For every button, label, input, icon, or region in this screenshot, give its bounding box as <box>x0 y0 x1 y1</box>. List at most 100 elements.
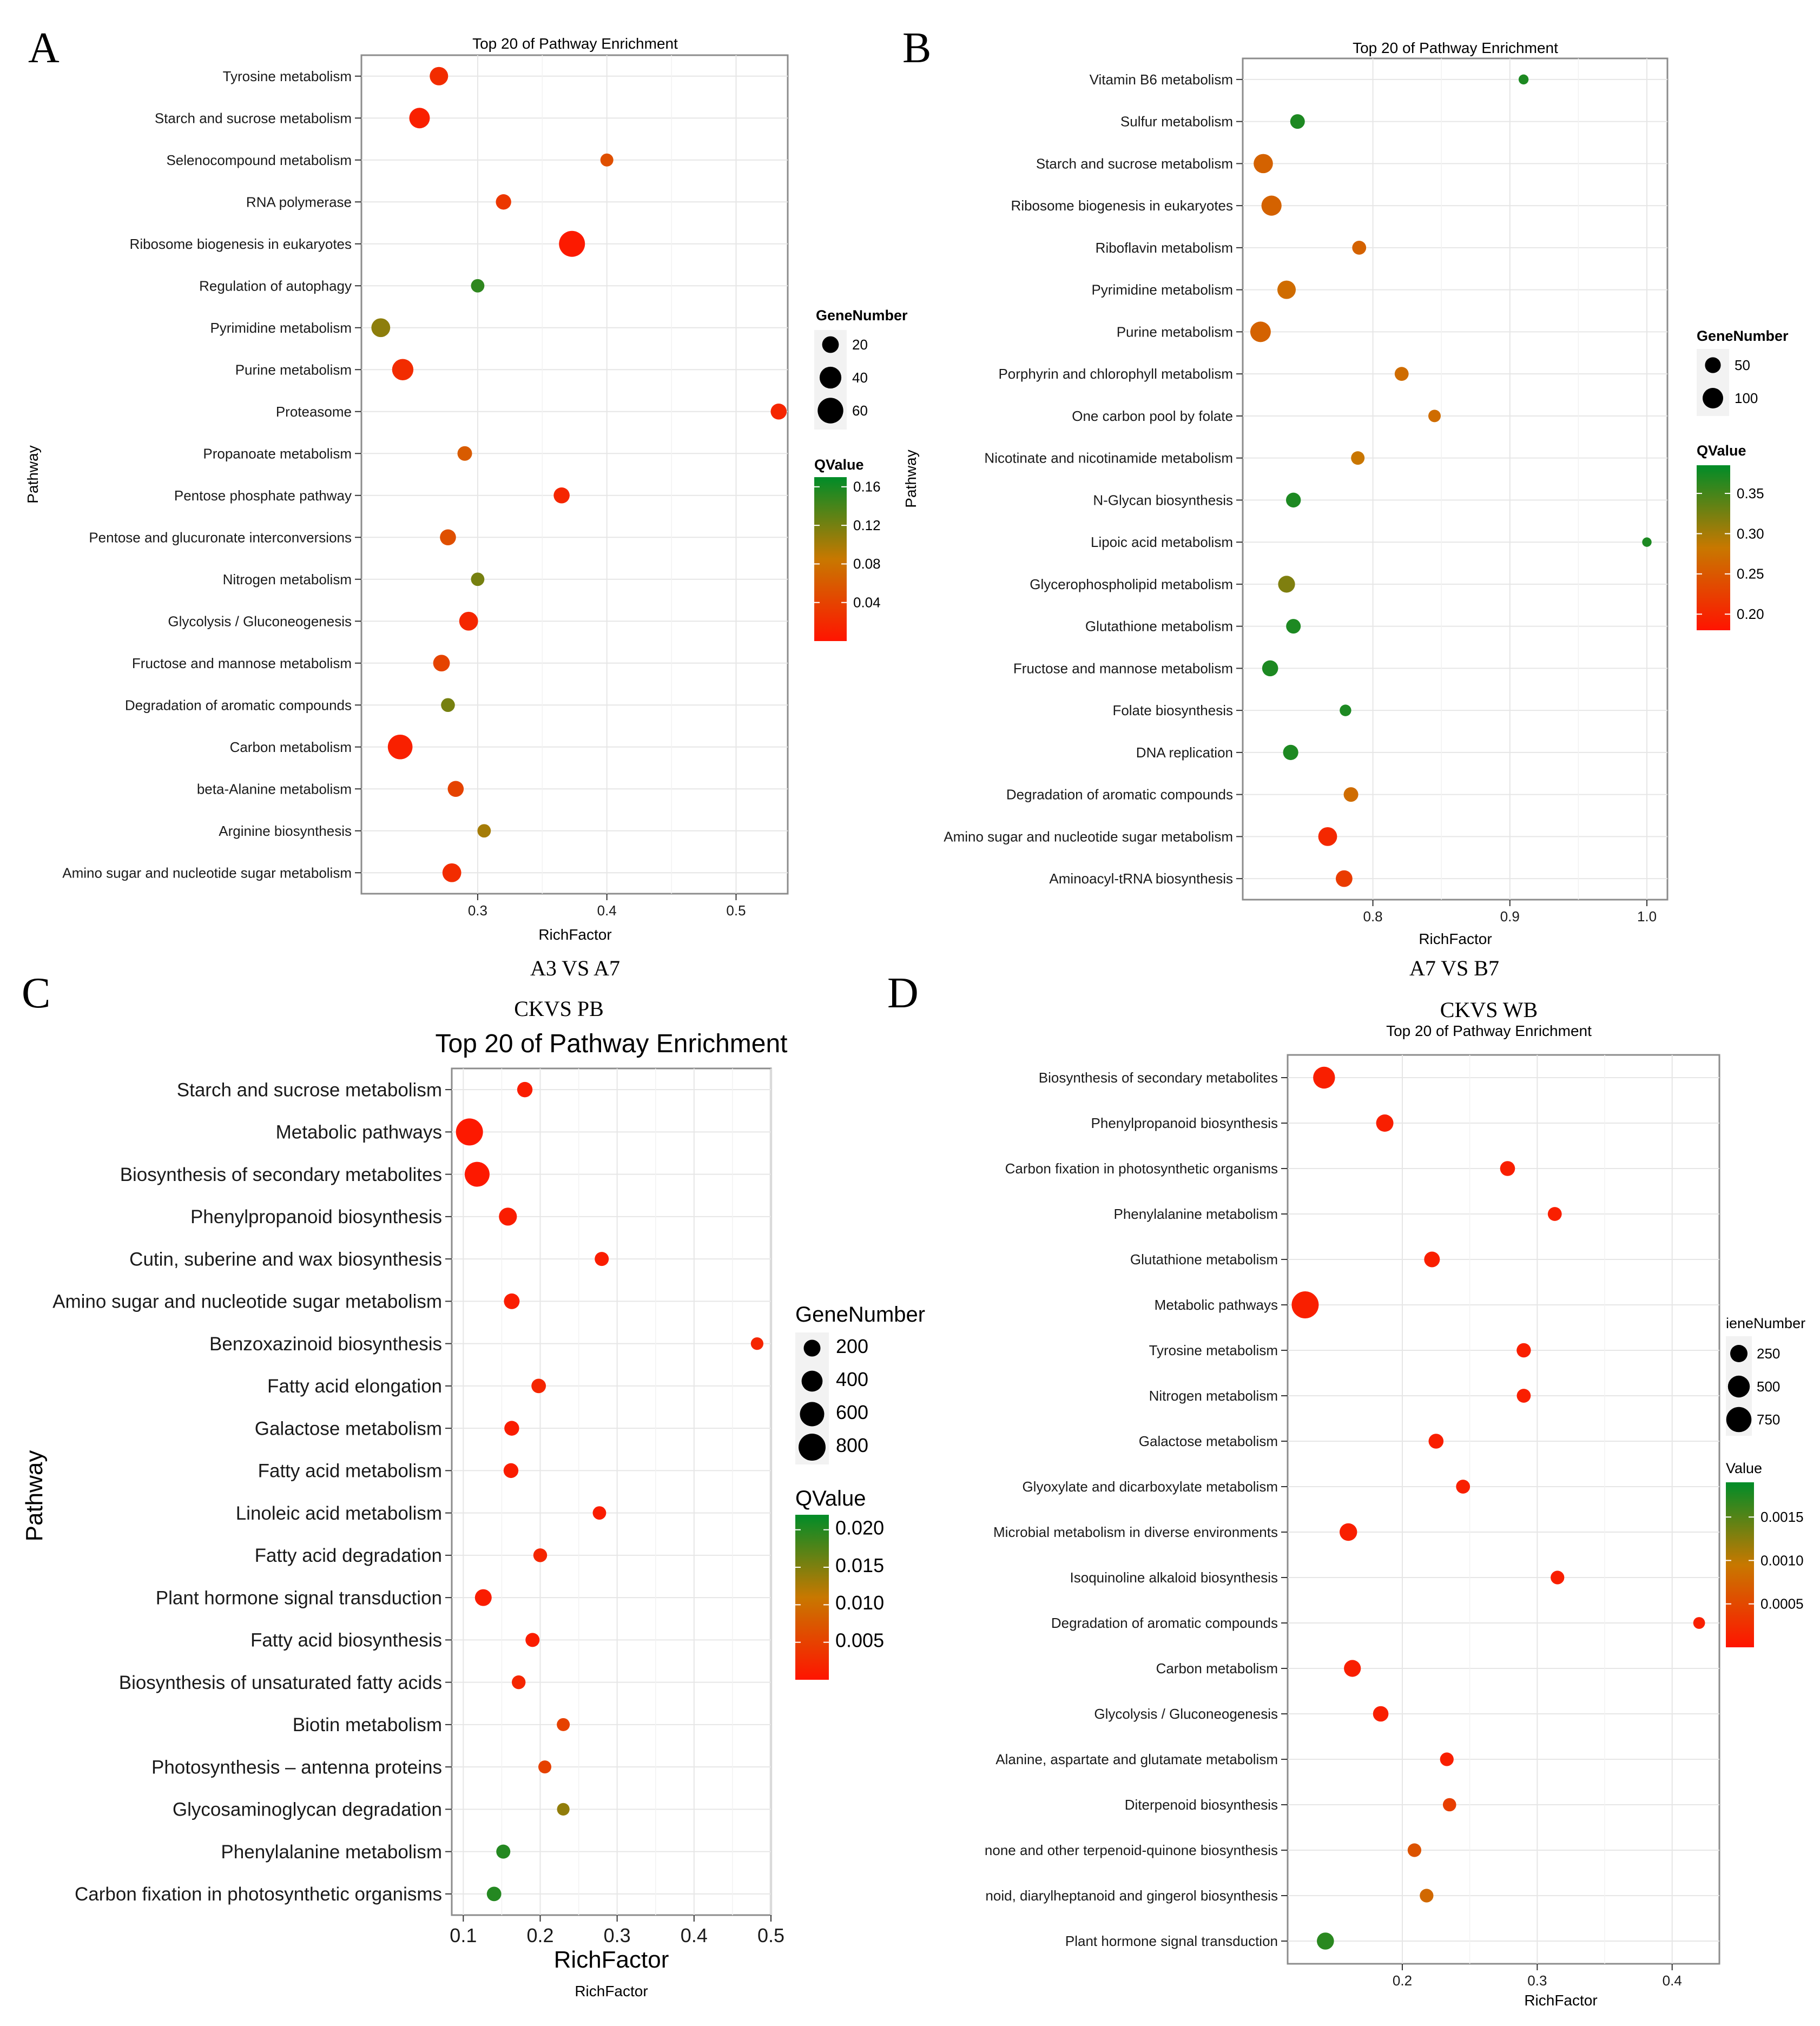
panel-caption: CKVS WB <box>1440 998 1538 1022</box>
y-tick-label: Biotin metabolism <box>293 1714 442 1735</box>
size-legend-label: 800 <box>836 1434 868 1456</box>
x-tick-label: 0.3 <box>1527 1972 1547 1989</box>
size-legend-label: 60 <box>852 402 868 419</box>
y-tick-label: Diterpenoid biosynthesis <box>1125 1797 1278 1813</box>
x-tick-labels: 0.1 0.2 0.3 0.4 0.5 <box>450 1915 784 1946</box>
y-tick-label: Plant hormone signal transduction <box>1065 1933 1278 1949</box>
y-tick-labels: Vitamin B6 metabolism Sulfur metabolism St… <box>944 71 1243 887</box>
data-point <box>496 194 511 210</box>
data-points <box>1291 1066 1705 1950</box>
size-legend-dot <box>822 336 839 353</box>
color-legend: QValue 0.020 0.015 0.010 0.005 <box>795 1487 884 1680</box>
y-tick-label: Glycolysis / Gluconeogenesis <box>1094 1706 1278 1722</box>
data-point <box>592 1506 606 1520</box>
data-point <box>1283 744 1298 760</box>
color-bar <box>1726 1482 1754 1647</box>
data-point <box>447 781 464 797</box>
panel-letter: A <box>28 24 60 72</box>
x-tick-label: 0.2 <box>1393 1972 1412 1989</box>
size-legend-label: 400 <box>836 1368 868 1390</box>
data-point <box>1317 1932 1334 1950</box>
y-tick-label: Tyrosine metabolism <box>1149 1342 1278 1358</box>
x-tick-label: 1.0 <box>1637 908 1657 925</box>
data-point <box>1351 451 1365 465</box>
size-legend-label: 750 <box>1757 1411 1780 1428</box>
data-point <box>1285 492 1301 508</box>
y-tick-label: Starch and sucrose metabolism <box>1036 155 1233 171</box>
size-legend-dot <box>1727 1375 1750 1398</box>
data-point <box>533 1548 548 1562</box>
color-legend-label: 0.020 <box>835 1517 884 1539</box>
size-legend-label: 600 <box>836 1401 868 1423</box>
y-tick-label: Aminoacyl-tRNA biosynthesis <box>1049 870 1233 887</box>
color-legend-label: 0.010 <box>835 1592 884 1614</box>
data-point <box>496 1844 511 1859</box>
y-tick-label: Fatty acid biosynthesis <box>250 1630 442 1651</box>
y-tick-label: Metabolic pathways <box>1155 1297 1278 1313</box>
y-tick-label: Regulation of autophagy <box>199 278 352 294</box>
color-legend: QValue 0.35 0.30 0.25 0.20 <box>1697 443 1764 630</box>
chart-title: Top 20 of Pathway Enrichment <box>435 1030 787 1058</box>
data-point <box>1551 1570 1565 1585</box>
y-tick-labels: Biosynthesis of secondary metabolites Phe… <box>985 1070 1288 1949</box>
y-tick-label: Selenocompound metabolism <box>166 152 352 168</box>
color-bar <box>814 477 847 641</box>
data-point <box>1642 537 1652 547</box>
y-tick-label: Glycolysis / Gluconeogenesis <box>168 613 352 629</box>
y-tick-labels: Tyrosine metabolism Starch and sucrose me… <box>62 68 361 881</box>
y-tick-label: Fatty acid metabolism <box>258 1461 442 1482</box>
size-legend-label: 40 <box>852 369 868 386</box>
y-tick-label: Glyoxylate and dicarboxylate metabolism <box>1022 1479 1278 1495</box>
y-tick-label: Degradation of aromatic compounds <box>125 697 352 713</box>
data-point <box>499 1207 517 1226</box>
gridlines <box>452 1068 771 1915</box>
data-point <box>1262 660 1278 677</box>
y-tick-label: Tyrosine metabolism <box>223 68 352 84</box>
data-points <box>371 67 787 882</box>
data-point <box>1693 1617 1705 1629</box>
y-tick-label: Arginine biosynthesis <box>219 823 352 839</box>
data-point <box>486 1886 502 1902</box>
x-axis-label: RichFactor <box>538 926 611 943</box>
data-point <box>1344 1660 1361 1677</box>
y-tick-label: Amino sugar and nucleotide sugar metabol… <box>944 828 1233 844</box>
data-point <box>477 824 491 838</box>
data-point <box>1277 280 1296 299</box>
size-legend-label: 50 <box>1735 357 1750 373</box>
y-tick-label: Carbon metabolism <box>230 739 352 755</box>
data-point <box>1420 1889 1434 1903</box>
color-legend-label: 0.12 <box>853 517 881 533</box>
y-tick-label: Starch and sucrose metabolism <box>155 110 352 126</box>
y-tick-label: Porphyrin and chlorophyll metabolism <box>998 366 1233 382</box>
size-legend-dot <box>801 1370 823 1392</box>
y-tick-label: Phenylalanine metabolism <box>1113 1206 1278 1222</box>
y-tick-label: Amino sugar and nucleotide sugar metabol… <box>52 1291 442 1312</box>
y-tick-label: none and other terpenoid-quinone biosynt… <box>985 1842 1278 1858</box>
y-tick-label: Carbon fixation in photosynthetic organi… <box>1005 1160 1278 1177</box>
y-axis-label: Pathway <box>24 445 41 503</box>
color-legend-label: 0.08 <box>853 556 881 572</box>
size-legend: GeneNumber 50 100 <box>1697 328 1789 416</box>
y-tick-label: Carbon fixation in photosynthetic organi… <box>75 1884 442 1905</box>
data-point <box>1394 367 1409 381</box>
y-tick-label: Pentose phosphate pathway <box>174 487 352 504</box>
y-tick-label: Cutin, suberine and wax biosynthesis <box>129 1249 442 1270</box>
y-tick-label: Degradation of aromatic compounds <box>1051 1615 1278 1631</box>
size-legend: GeneNumber 20 40 60 <box>814 307 908 430</box>
data-point <box>471 572 485 586</box>
y-tick-label: Propanoate metabolism <box>203 445 352 461</box>
y-tick-label: N-Glycan biosynthesis <box>1093 492 1233 508</box>
plot-area <box>360 54 789 895</box>
data-point <box>557 1718 570 1731</box>
y-tick-label: Lipoic acid metabolism <box>1091 534 1233 550</box>
data-point <box>503 1463 519 1479</box>
data-point <box>1516 1389 1531 1403</box>
panel-caption: A3 VS A7 <box>530 956 620 980</box>
gridlines <box>361 55 788 894</box>
data-point <box>1340 704 1351 716</box>
data-point <box>1500 1161 1515 1176</box>
y-tick-label: Fatty acid degradation <box>255 1545 442 1566</box>
data-point <box>459 611 478 631</box>
x-axis-label: RichFactor <box>554 1946 669 1973</box>
